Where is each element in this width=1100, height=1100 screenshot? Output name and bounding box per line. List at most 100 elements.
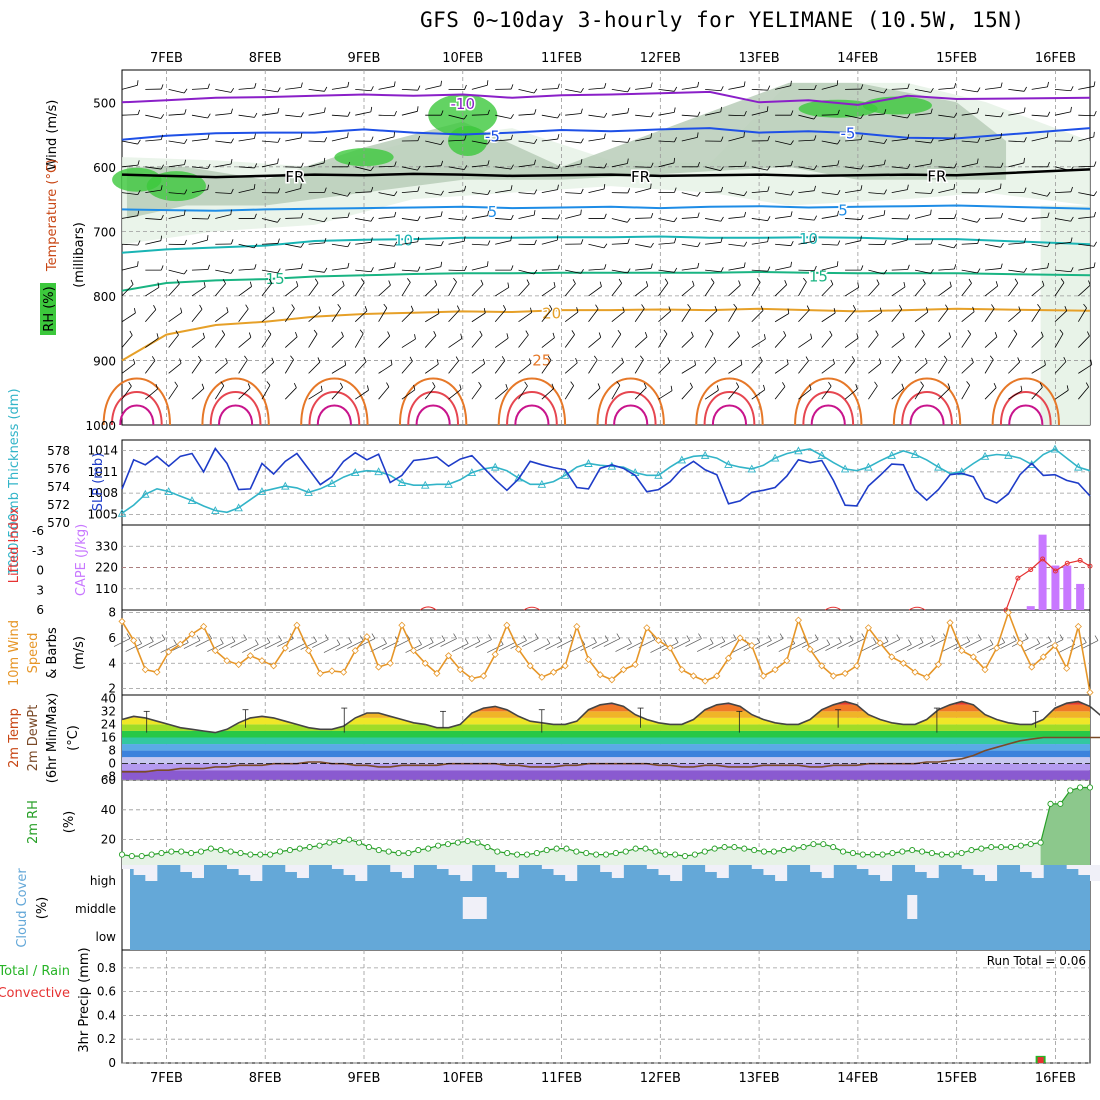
wind-barb: [658, 162, 675, 168]
wind-barb-flag: [1093, 110, 1097, 116]
wind-barb: [681, 308, 691, 322]
temp-band: [122, 724, 1090, 731]
date-label-bottom: 13FEB: [739, 1071, 780, 1086]
wind-barb-flag: [735, 382, 740, 388]
thickness-line-point: [770, 453, 780, 462]
wind-barb: [681, 137, 698, 142]
wind-barb: [704, 389, 719, 400]
wind-barb-flag: [720, 136, 724, 142]
wind-barb-flag: [277, 268, 281, 274]
cloud-gap-high: [1066, 865, 1079, 869]
wind-barb-flag: [134, 308, 136, 314]
wind-barb: [704, 361, 717, 374]
wind-barb: [775, 243, 792, 247]
wind-barb-flag: [277, 137, 281, 143]
rh2m-point: [810, 841, 817, 848]
wind-barb-flag: [455, 356, 459, 362]
wind-barb-flag: [976, 158, 979, 164]
wind-barb-flag: [668, 306, 671, 312]
temp-loop: [794, 377, 863, 426]
wind-barb-flag: [966, 381, 971, 386]
temp-tick: 40: [101, 691, 116, 705]
wind-barb-flag: [133, 358, 136, 364]
wind-barb-flag: [394, 241, 398, 247]
contour-label: FR: [285, 168, 304, 186]
contour-label: 25: [532, 351, 551, 369]
wind-barb-flag: [580, 239, 584, 245]
wind-barb-flag: [1023, 237, 1027, 243]
wind-barb-flag: [687, 304, 691, 309]
rh2m-point: [247, 851, 254, 858]
wind-barb: [611, 88, 628, 93]
cloud-gap-high: [250, 865, 263, 881]
wind-barb-flag: [737, 331, 740, 337]
wind-barb-flag: [1093, 161, 1097, 167]
wind-barb-flag: [1047, 242, 1051, 247]
wind-barb: [798, 114, 815, 120]
rh2m-point: [978, 845, 985, 852]
panel-prec: [121, 949, 1091, 1064]
wind-barb: [261, 140, 278, 143]
wind-barb: [331, 336, 344, 348]
wind-barb-flag: [440, 110, 444, 116]
wind-barb-flag: [860, 164, 864, 170]
contour-label: FR: [631, 168, 650, 186]
wind-barb-flag: [1093, 131, 1095, 137]
wind-barb: [938, 243, 955, 249]
thickness-tick: 572: [47, 498, 70, 512]
wind10-barb: [696, 643, 714, 652]
wind-barb-flag: [220, 381, 225, 386]
wind-barb: [938, 188, 955, 194]
wind-barb: [285, 336, 298, 348]
thickness-line-point: [677, 455, 687, 464]
wind-barb: [1078, 165, 1095, 168]
wind-barb: [1008, 140, 1025, 143]
date-label-bottom: 9FEB: [348, 1071, 381, 1086]
temp-loop: [999, 391, 1052, 426]
wind10-barb: [183, 640, 201, 649]
thickness-line-point: [350, 468, 360, 477]
wind-barb-flag: [529, 358, 532, 364]
thickness-line-point: [724, 459, 733, 468]
wind-barb: [354, 310, 368, 323]
wind-barb: [168, 269, 185, 275]
wind-barb: [355, 389, 369, 400]
wind-barb: [751, 110, 768, 116]
thickness-line-point: [234, 503, 243, 512]
wind-barb: [261, 163, 278, 168]
wind10-barb: [440, 638, 457, 647]
wind10-line-point: [270, 662, 278, 670]
wind-barb-flag: [1000, 263, 1003, 269]
wind-barb-flag: [759, 356, 763, 362]
wind10-barb-flag: [826, 639, 831, 645]
wind-barb: [868, 362, 882, 374]
wind-barb: [1078, 216, 1095, 219]
wind-barb: [798, 309, 810, 323]
wind10-line-point: [724, 654, 733, 662]
wind-barb-flag: [1023, 187, 1027, 193]
wind-barb: [191, 88, 208, 90]
wind-barb-flag: [370, 186, 374, 192]
wind-barb-flag: [674, 86, 678, 92]
lifted-index-point: [1064, 560, 1070, 566]
wind-barb-flag: [363, 356, 367, 362]
cloud-gap-high: [868, 865, 881, 875]
wind-barb: [821, 84, 838, 90]
rh2m-point: [672, 851, 679, 858]
wind-barb: [1054, 310, 1067, 323]
wind-barb: [168, 214, 185, 219]
wind-barb: [331, 285, 345, 297]
slp-tick: 1005: [87, 507, 118, 521]
wind-barb-flag: [977, 268, 981, 274]
wind-barb: [121, 140, 138, 145]
wind-barb: [355, 111, 371, 116]
wind-barb-flag: [674, 237, 677, 243]
wind-barb-flag: [860, 84, 864, 90]
rh2m-point: [840, 848, 847, 855]
rh2m-point: [1017, 842, 1024, 849]
wind-barb: [238, 114, 255, 118]
wind-barb-flag: [832, 358, 835, 364]
wind-barb-flag: [580, 209, 582, 215]
wind-barb-flag: [1047, 212, 1050, 218]
wind10-line-point: [829, 672, 837, 680]
